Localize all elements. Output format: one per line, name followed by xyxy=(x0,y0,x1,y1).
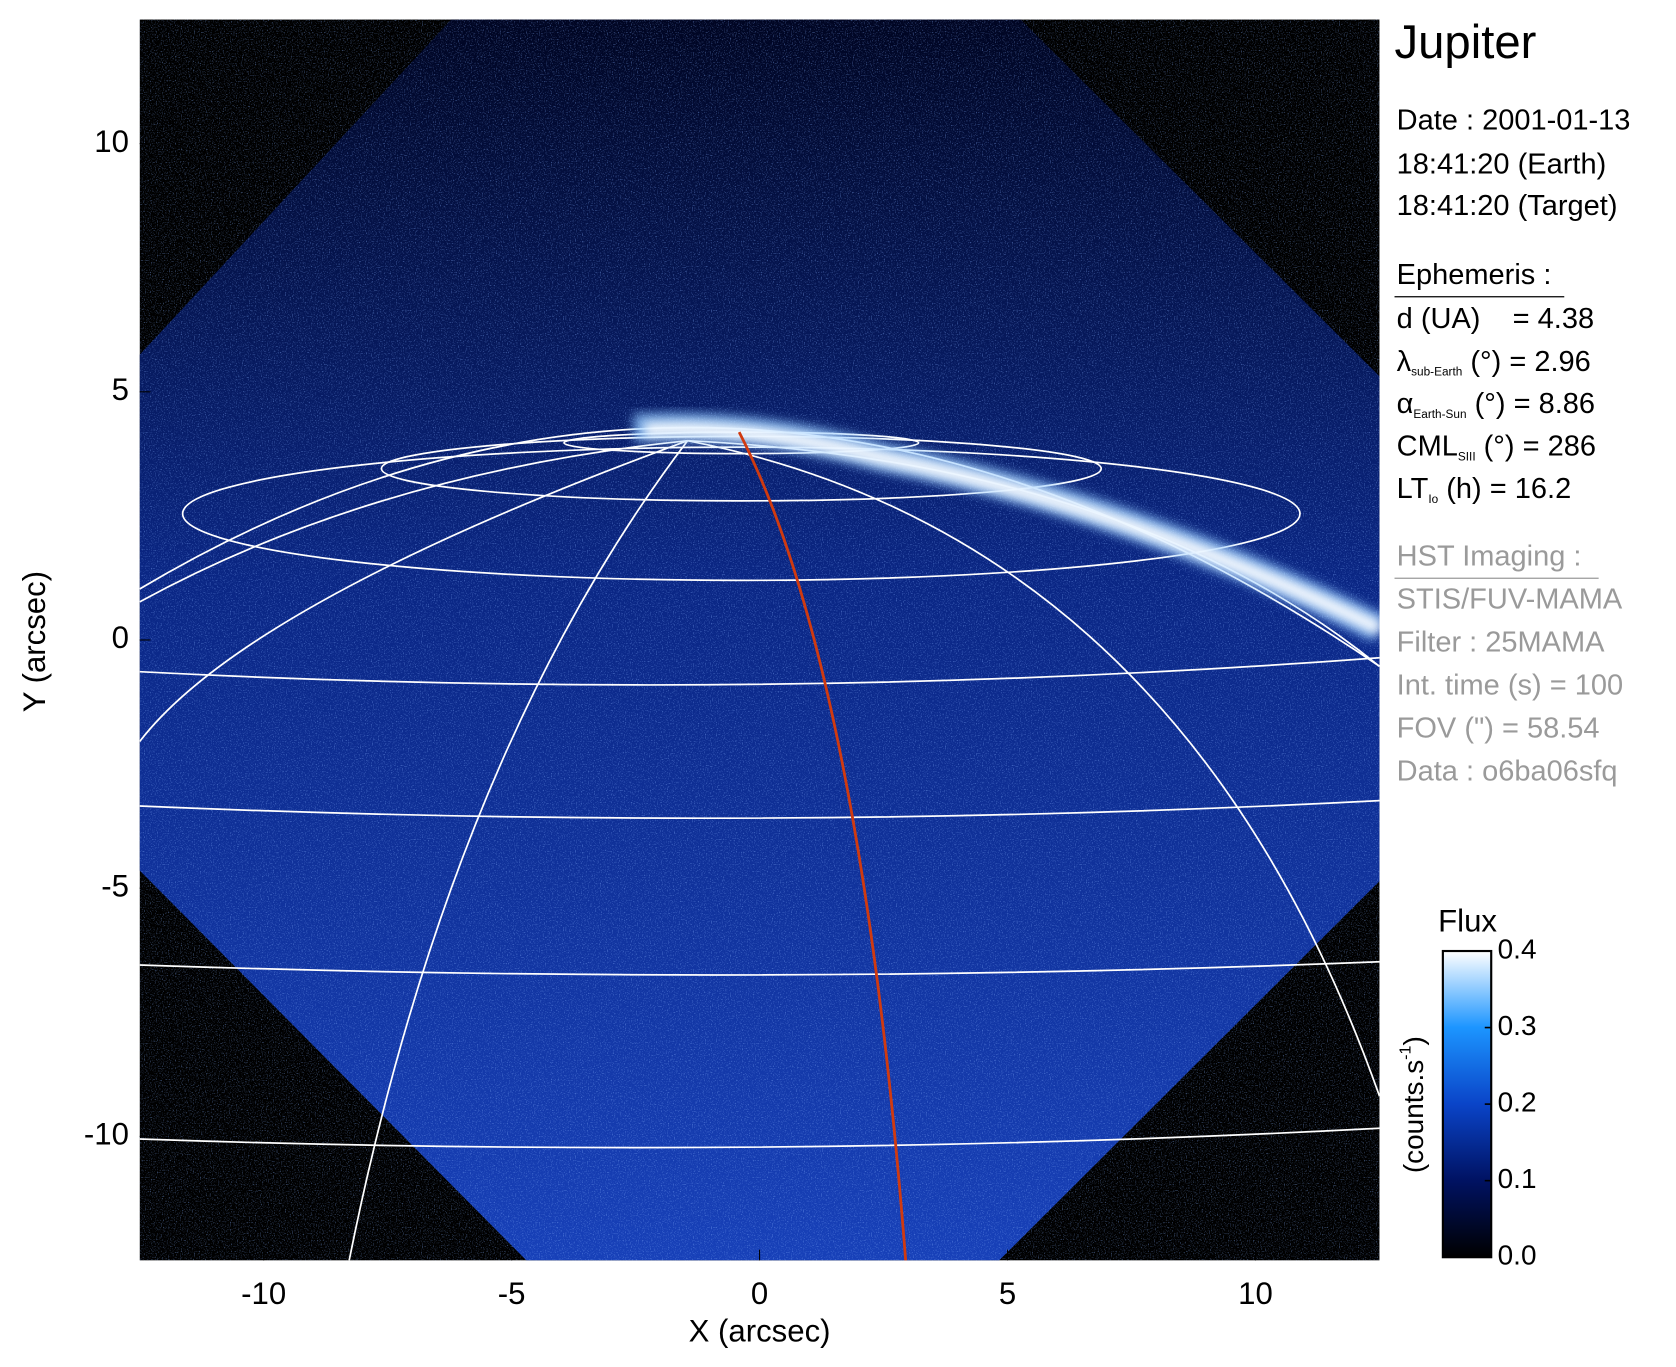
ephemeris-value: (°) = 286 xyxy=(1476,430,1596,462)
noise xyxy=(139,19,1380,1261)
aurora xyxy=(633,412,1380,642)
date-line: Date : 2001-01-13 xyxy=(1397,104,1631,136)
ephemeris-line: LTIo (h) = 16.2 xyxy=(1397,473,1572,506)
ephemeris-symbol: CML xyxy=(1397,430,1458,462)
x-tick-label: 0 xyxy=(751,1276,768,1311)
x-axis-label: X (arcsec) xyxy=(689,1314,831,1349)
colorbar-tick-label: 0.3 xyxy=(1498,1010,1537,1041)
ephemeris-line: αEarth-Sun (°) = 8.86 xyxy=(1397,388,1595,421)
y-tick-label: 5 xyxy=(112,372,129,407)
y-tick-label: -5 xyxy=(101,868,129,903)
colorbar-title: Flux xyxy=(1438,903,1497,938)
ephemeris-symbol: LT xyxy=(1397,473,1429,505)
ephemeris-line: λsub-Earth (°) = 2.96 xyxy=(1397,345,1591,378)
imaging-line: Data : o6ba06sfq xyxy=(1397,755,1618,787)
ephemeris-subscript: SIII xyxy=(1458,449,1476,463)
ephemeris-line: CMLSIII (°) = 286 xyxy=(1397,430,1596,463)
y-tick-label: -10 xyxy=(84,1117,129,1152)
ephemeris-subscript: Earth-Sun xyxy=(1413,407,1466,421)
imaging-line: FOV (") = 58.54 xyxy=(1397,712,1600,744)
date-line: 18:41:20 (Target) xyxy=(1397,190,1618,222)
imaging-line: STIS/FUV-MAMA xyxy=(1397,583,1623,615)
imaging-heading: HST Imaging : xyxy=(1397,540,1582,572)
y-tick-label: 10 xyxy=(94,124,129,159)
ephemeris-value: (h) = 16.2 xyxy=(1438,473,1571,505)
imaging-line: Filter : 25MAMA xyxy=(1397,626,1606,658)
date-line: 18:41:20 (Earth) xyxy=(1397,148,1607,180)
x-tick-label: -10 xyxy=(241,1276,286,1311)
target-title: Jupiter xyxy=(1395,16,1537,69)
ephemeris-value: (°) = 8.86 xyxy=(1467,388,1595,420)
x-tick-label: -5 xyxy=(498,1276,526,1311)
ephemeris-symbol: λ xyxy=(1397,345,1412,377)
ephemeris-symbol: α xyxy=(1397,388,1414,420)
colorbar-label: (counts.s-1) xyxy=(1397,1036,1430,1173)
colorbar-label-sup: -1 xyxy=(1397,1045,1415,1059)
ephemeris-value: (°) = 2.96 xyxy=(1462,345,1590,377)
ephemeris-line: d (UA) = 4.38 xyxy=(1397,303,1594,335)
info-panel: Date : 2001-01-13 18:41:20 (Earth) 18:41:2… xyxy=(1394,104,1631,787)
colorbar-tick-label: 0.1 xyxy=(1498,1163,1537,1194)
x-tick-label: 5 xyxy=(999,1276,1016,1311)
colorbar-tick-label: 0.0 xyxy=(1498,1240,1537,1271)
image-area xyxy=(139,19,1380,1261)
axes: -10 -5 0 5 10 -10 -5 0 5 10 xyxy=(84,124,1273,1311)
ephemeris-subscript: Io xyxy=(1428,492,1438,506)
y-axis-label: Y (arcsec) xyxy=(17,571,52,712)
ephemeris-subscript: sub-Earth xyxy=(1411,365,1462,379)
x-tick-label: 10 xyxy=(1238,1276,1273,1311)
colorbar-scale xyxy=(1441,949,1493,1259)
ephemeris-heading: Ephemeris : xyxy=(1397,259,1552,291)
central-meridian xyxy=(737,431,908,1261)
colorbar-label-end: ) xyxy=(1398,1036,1429,1045)
colorbar-tick-label: 0.2 xyxy=(1498,1086,1537,1117)
colorbar-tick-label: 0.4 xyxy=(1498,933,1537,964)
imaging-line: Int. time (s) = 100 xyxy=(1397,669,1623,701)
y-tick-label: 0 xyxy=(112,620,129,655)
colorbar-label-text: (counts.s xyxy=(1398,1060,1429,1173)
